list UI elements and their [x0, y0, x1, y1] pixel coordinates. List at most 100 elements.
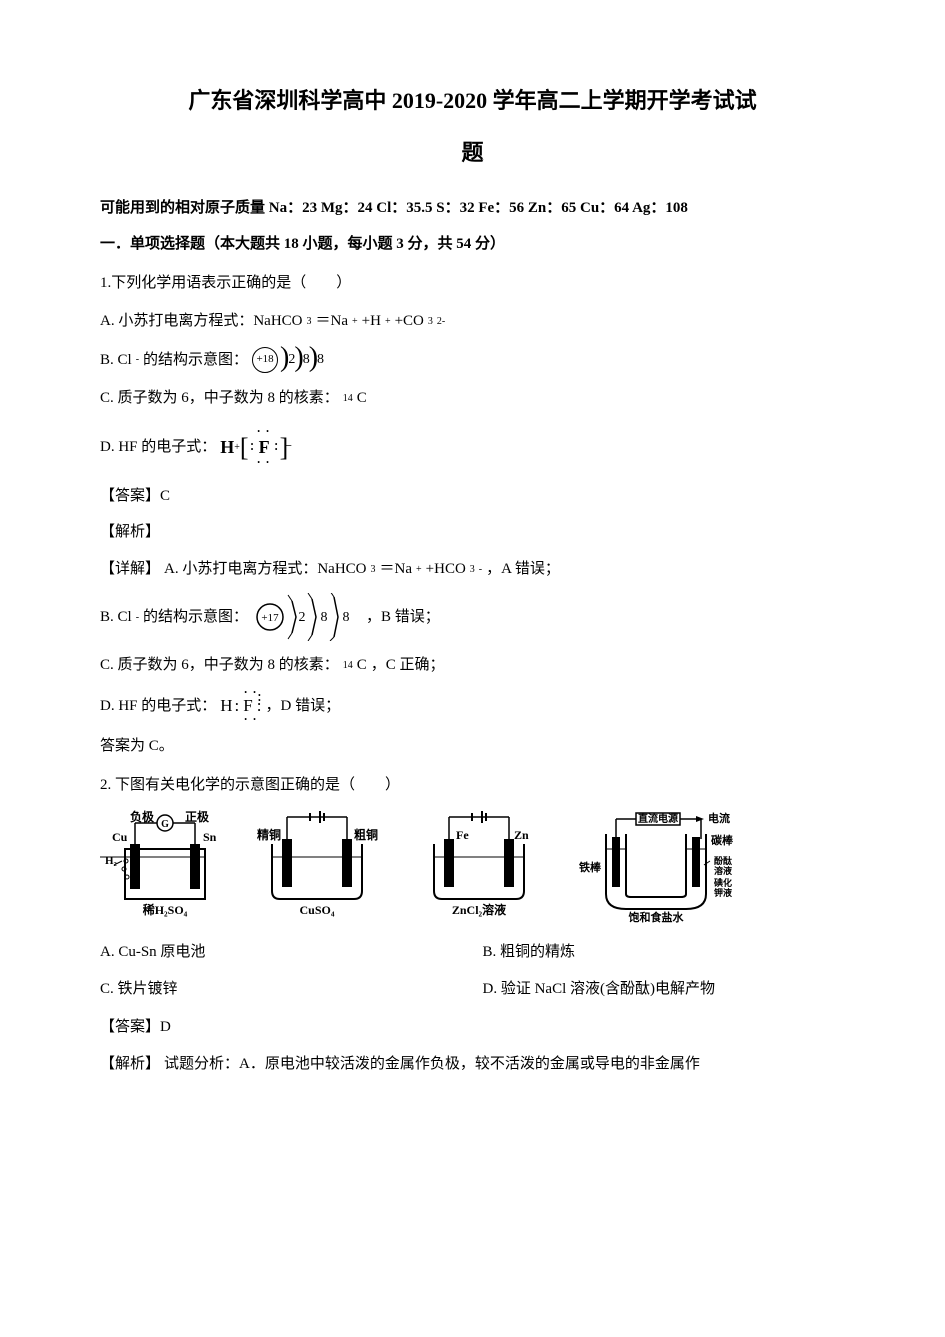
sup: -	[136, 350, 139, 369]
sup: +	[416, 560, 422, 579]
q2-diagrams: 负极 正极 G Cu Sn H₂ 稀H₂SO₄ 精铜 粗铜 CuSO₄	[100, 809, 845, 924]
shell-number: 8	[317, 347, 324, 374]
svg-text:Zn: Zn	[514, 828, 529, 842]
f-lewis: • • • • •• F	[241, 690, 260, 722]
q2-option-b: B. 粗铜的精炼	[483, 938, 846, 967]
page-title-line2: 题	[100, 132, 845, 174]
answer-label: 【答案】	[100, 488, 160, 504]
q2-options: A. Cu-Sn 原电池 B. 粗铜的精炼 C. 铁片镀锌 D. 验证 NaCl…	[100, 938, 845, 1003]
svg-text:碘化: 碘化	[713, 877, 732, 888]
text: +H	[362, 307, 381, 336]
svg-text:负极: 负极	[130, 809, 155, 824]
svg-text:G: G	[161, 819, 169, 830]
page-title-line1: 广东省深圳科学高中 2019-2020 学年高二上学期开学考试试	[100, 80, 845, 122]
h: H	[220, 690, 232, 722]
sub: 3	[470, 560, 475, 579]
isotope-mass: 14	[343, 656, 353, 675]
svg-text:酚酞: 酚酞	[714, 855, 732, 866]
text: 的结构示意图：	[143, 346, 248, 375]
q2-option-d: D. 验证 NaCl 溶液(含酚酞)电解产物	[483, 975, 846, 1004]
text: ＝Na	[380, 555, 413, 584]
h-ion: H	[220, 430, 234, 464]
diagram-b-copper-refining: 精铜 粗铜 CuSO₄	[252, 809, 392, 924]
q1-detail-b: B. Cl- 的结构示意图： +17 2 8 8 ，B 错误；	[100, 593, 845, 641]
sub: 3	[371, 560, 376, 579]
svg-text:8: 8	[321, 610, 328, 625]
verdict: ，B 错误；	[366, 603, 440, 632]
electron-dots: • •	[257, 455, 271, 470]
sup: 2-	[437, 312, 445, 331]
q1-detail-c: C. 质子数为 6，中子数为 8 的核素： 14C ，C 正确；	[100, 651, 845, 680]
text: ＝Na	[316, 307, 349, 336]
q2-answer: 【答案】D	[100, 1013, 845, 1042]
q1-explain-label: 【解析】	[100, 518, 845, 547]
svg-text:稀H₂SO₄: 稀H₂SO₄	[143, 902, 188, 917]
section-1-header: 一．单项选择题（本大题共 18 小题，每小题 3 分，共 54 分）	[100, 230, 845, 259]
svg-text:铁棒: 铁棒	[579, 860, 602, 874]
svg-text:钾液: 钾液	[714, 887, 733, 898]
text: C. 质子数为 6，中子数为 8 的核素：	[100, 651, 339, 680]
f-symbol: F	[259, 437, 270, 457]
svg-text:碳棒: 碳棒	[711, 833, 734, 847]
svg-text:CuSO₄: CuSO₄	[300, 903, 335, 917]
answer-value: C	[160, 488, 170, 504]
electron-dots: ••	[258, 693, 261, 703]
text: +HCO	[426, 555, 466, 584]
svg-text:直流电源: 直流电源	[638, 812, 678, 825]
text: B. Cl	[100, 603, 132, 632]
sup: -	[479, 560, 482, 579]
svg-text:精铜: 精铜	[257, 827, 281, 842]
svg-text:溶液: 溶液	[714, 865, 733, 876]
isotope-mass: 14	[343, 389, 353, 408]
verdict: ，C 正确；	[371, 651, 445, 680]
shell-svg: +17 2 8 8	[252, 593, 362, 641]
bracket: [	[240, 423, 249, 472]
diagram-d-nacl-electrolysis: 直流电源 电流 铁棒 碳棒 酚酞 溶液 碘化 钾液 饱和食盐水	[576, 809, 776, 924]
q1-detail-a: 【详解】 A. 小苏打电离方程式：NaHCO3 ＝Na+ +HCO3- ，A 错…	[100, 555, 845, 584]
nucleus: +18	[252, 347, 278, 373]
isotope-element: C	[357, 384, 367, 413]
text: +CO	[395, 307, 424, 336]
text: A. 小苏打电离方程式：NaHCO	[100, 307, 303, 336]
atom-structure-diagram: +17 2 8 8	[252, 593, 362, 641]
svg-text:饱和食盐水: 饱和食盐水	[629, 910, 685, 924]
text: B. Cl	[100, 346, 132, 375]
svg-text:H₂: H₂	[105, 855, 118, 867]
electron-dots: ••	[251, 442, 254, 452]
detail-label: 【详解】	[100, 555, 160, 584]
atom-structure-diagram: +18 ) 2 ) 8 ) 8	[252, 346, 321, 374]
electron-dots: • •	[257, 424, 271, 439]
text: D. HF 的电子式：	[100, 433, 216, 462]
svg-text:电流: 电流	[708, 811, 730, 825]
svg-text:Sn: Sn	[203, 830, 217, 844]
verdict: ，A 错误；	[486, 555, 560, 584]
svg-text:Cu: Cu	[112, 830, 128, 844]
electron-dots: • •	[244, 712, 258, 727]
svg-text:8: 8	[343, 610, 350, 625]
sub: 3	[428, 312, 433, 331]
answer-label: 【答案】	[100, 1019, 160, 1035]
q1-detail-d: D. HF 的电子式： H : • • • • •• F : ，D 错误；	[100, 690, 845, 722]
electron-dots: ••	[275, 442, 278, 452]
answer-value: D	[160, 1019, 171, 1035]
q2-option-c: C. 铁片镀锌	[100, 975, 463, 1004]
diagram-a-galvanic-cell: 负极 正极 G Cu Sn H₂ 稀H₂SO₄	[100, 809, 230, 924]
q1-option-a: A. 小苏打电离方程式：NaHCO3 ＝Na+ +H+ +CO32-	[100, 307, 845, 336]
sup: +	[385, 312, 391, 331]
text: A. 小苏打电离方程式：NaHCO	[164, 555, 367, 584]
verdict: ，D 错误；	[265, 692, 340, 721]
q1-option-b: B. Cl- 的结构示意图： +18 ) 2 ) 8 ) 8	[100, 346, 845, 375]
explain-label: 【解析】	[100, 1050, 160, 1079]
q2-explain: 【解析】 试题分析：A．原电池中较活泼的金属作负极，较不活泼的金属或导电的非金属…	[100, 1050, 845, 1079]
text: 的结构示意图：	[143, 603, 248, 632]
electron-dots: • •	[244, 685, 258, 700]
q2-stem: 2. 下图有关电化学的示意图正确的是（ ）	[100, 771, 845, 800]
bond-dots: :	[235, 690, 240, 722]
sup: +	[352, 312, 358, 331]
charge: −	[284, 434, 292, 461]
text: D. HF 的电子式：	[100, 692, 216, 721]
atomic-masses: 可能用到的相对原子质量 Na：23 Mg：24 Cl：35.5 S：32 Fe：…	[100, 194, 845, 223]
sub: 3	[307, 312, 312, 331]
fluoride-lewis: • • • • •• •• F	[249, 430, 280, 464]
nucleus-text: +17	[261, 612, 279, 624]
